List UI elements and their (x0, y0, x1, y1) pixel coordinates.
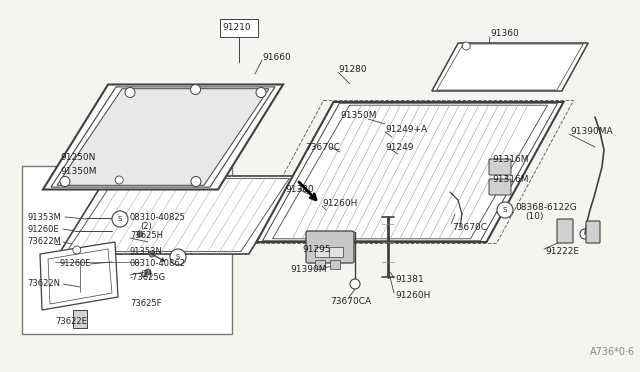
FancyBboxPatch shape (489, 159, 511, 175)
Text: 73670C: 73670C (305, 142, 340, 151)
Text: S: S (503, 207, 507, 213)
Bar (315, 247, 329, 257)
Text: (2): (2) (140, 222, 152, 231)
Text: 91260E: 91260E (60, 260, 92, 269)
Text: 91350M: 91350M (340, 112, 376, 121)
Text: 73670CA: 73670CA (330, 298, 371, 307)
Text: 91390MA: 91390MA (570, 128, 612, 137)
Circle shape (191, 84, 200, 94)
Text: 91390M: 91390M (290, 266, 326, 275)
Text: 73625H: 73625H (130, 231, 163, 241)
Circle shape (145, 269, 151, 275)
Circle shape (60, 176, 70, 186)
Polygon shape (51, 87, 275, 187)
Text: 73622M: 73622M (27, 237, 61, 247)
Text: 91353N: 91353N (130, 247, 163, 257)
Text: S: S (176, 254, 180, 260)
Circle shape (73, 246, 81, 254)
Circle shape (256, 87, 266, 97)
Text: (10): (10) (525, 212, 543, 221)
Circle shape (149, 251, 155, 257)
Circle shape (191, 176, 201, 186)
Bar (330, 260, 340, 269)
Text: 91210: 91210 (222, 23, 251, 32)
Circle shape (125, 87, 135, 97)
Text: 91260H: 91260H (395, 292, 430, 301)
Bar (22, 166, 232, 334)
Text: 08310-40825: 08310-40825 (130, 212, 186, 221)
Text: 73622N: 73622N (27, 279, 60, 289)
Text: 91260E: 91260E (27, 224, 59, 234)
Text: A736*0·6: A736*0·6 (590, 347, 635, 357)
FancyBboxPatch shape (586, 221, 600, 243)
Bar (315, 260, 325, 269)
Text: (2): (2) (140, 269, 152, 279)
Polygon shape (43, 84, 283, 189)
FancyBboxPatch shape (306, 231, 354, 263)
Polygon shape (257, 102, 563, 242)
Text: 91222E: 91222E (545, 247, 579, 257)
Polygon shape (48, 249, 112, 304)
Text: 73670C: 73670C (452, 222, 487, 231)
Polygon shape (437, 44, 583, 90)
Circle shape (496, 183, 504, 191)
Circle shape (137, 231, 143, 237)
Text: 08368-6122G: 08368-6122G (515, 202, 577, 212)
Text: 91295: 91295 (302, 246, 331, 254)
Circle shape (350, 279, 360, 289)
Text: S: S (118, 216, 122, 222)
Bar (329, 247, 343, 257)
Circle shape (496, 163, 504, 171)
Text: 73622E: 73622E (55, 317, 87, 327)
Text: 91250N: 91250N (60, 153, 95, 161)
Polygon shape (57, 89, 269, 185)
Polygon shape (59, 176, 297, 254)
Circle shape (112, 211, 128, 227)
Text: 91660: 91660 (262, 52, 291, 61)
Text: 91360: 91360 (490, 29, 519, 38)
Text: 91249: 91249 (385, 142, 413, 151)
Text: 91381: 91381 (395, 276, 424, 285)
Text: 91280: 91280 (338, 65, 367, 74)
Polygon shape (40, 242, 118, 310)
Bar (220, 19, 258, 37)
Circle shape (115, 176, 123, 184)
Circle shape (580, 229, 590, 239)
Polygon shape (262, 103, 557, 241)
Text: 91350M: 91350M (60, 167, 97, 176)
FancyBboxPatch shape (489, 179, 511, 195)
Text: 91260H: 91260H (322, 199, 357, 208)
Text: 91316M: 91316M (492, 155, 529, 164)
Polygon shape (273, 105, 547, 239)
Polygon shape (432, 43, 588, 91)
Polygon shape (67, 179, 289, 251)
Text: -73625G: -73625G (130, 273, 166, 282)
Circle shape (462, 42, 470, 50)
Text: 91380: 91380 (285, 186, 314, 195)
Text: 91316M: 91316M (492, 176, 529, 185)
Text: 91353M: 91353M (27, 212, 61, 221)
Circle shape (497, 202, 513, 218)
FancyBboxPatch shape (557, 219, 573, 243)
Text: 91249+A: 91249+A (385, 125, 427, 135)
Text: 08310-40862: 08310-40862 (130, 260, 186, 269)
Bar (73, 310, 87, 328)
Text: 73625F: 73625F (130, 299, 161, 308)
Circle shape (170, 249, 186, 265)
